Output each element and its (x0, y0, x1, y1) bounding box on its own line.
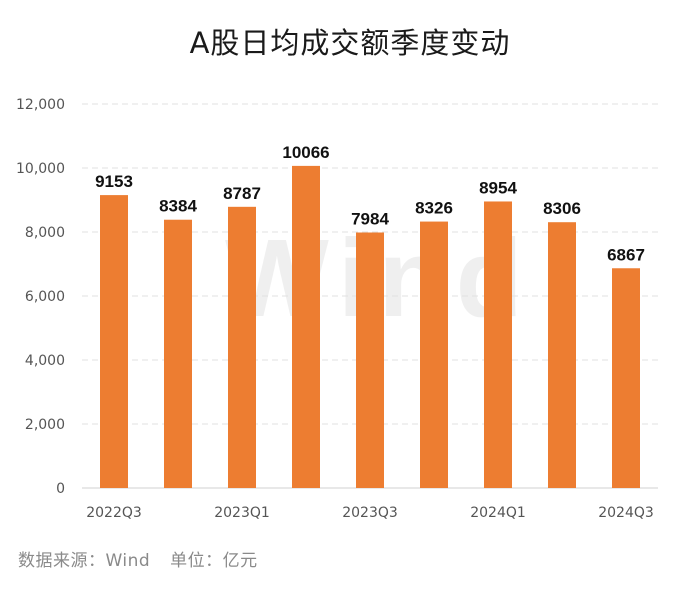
data-label: 8306 (543, 199, 581, 218)
data-label: 10066 (282, 143, 329, 162)
data-label: 6867 (607, 245, 645, 264)
y-tick-label: 0 (56, 481, 65, 497)
bar (292, 165, 320, 488)
y-tick-label: 4,000 (25, 353, 65, 369)
data-label: 9153 (95, 172, 133, 191)
bar (164, 219, 192, 488)
bar (484, 201, 512, 489)
y-tick-label: 6,000 (25, 289, 65, 305)
x-tick-label: 2023Q3 (342, 505, 398, 521)
data-label: 8787 (223, 184, 261, 203)
data-label: 8954 (479, 178, 517, 197)
x-tick-label: 2022Q3 (86, 505, 142, 521)
source-note: 数据来源：Wind (18, 551, 151, 571)
x-tick-label: 2024Q3 (598, 505, 654, 521)
x-tick-label: 2023Q1 (214, 505, 270, 521)
unit-note: 单位：亿元 (170, 551, 258, 571)
chart-title: A股日均成交额季度变动 (189, 26, 511, 60)
chart-footer: 数据来源：Wind 单位：亿元 (18, 546, 272, 571)
y-tick-label: 2,000 (25, 417, 65, 433)
bar (612, 268, 640, 488)
bar (228, 206, 256, 489)
y-tick-label: 12,000 (16, 97, 65, 113)
bar (100, 195, 128, 488)
x-tick-label: 2024Q1 (470, 505, 526, 521)
bar (420, 221, 448, 488)
data-label: 8326 (415, 199, 453, 218)
y-tick-label: 10,000 (16, 161, 65, 177)
data-label: 7984 (351, 210, 389, 229)
y-tick-label: 8,000 (25, 225, 65, 241)
bar (356, 232, 384, 488)
data-label: 8384 (159, 197, 197, 216)
bar (548, 222, 576, 488)
